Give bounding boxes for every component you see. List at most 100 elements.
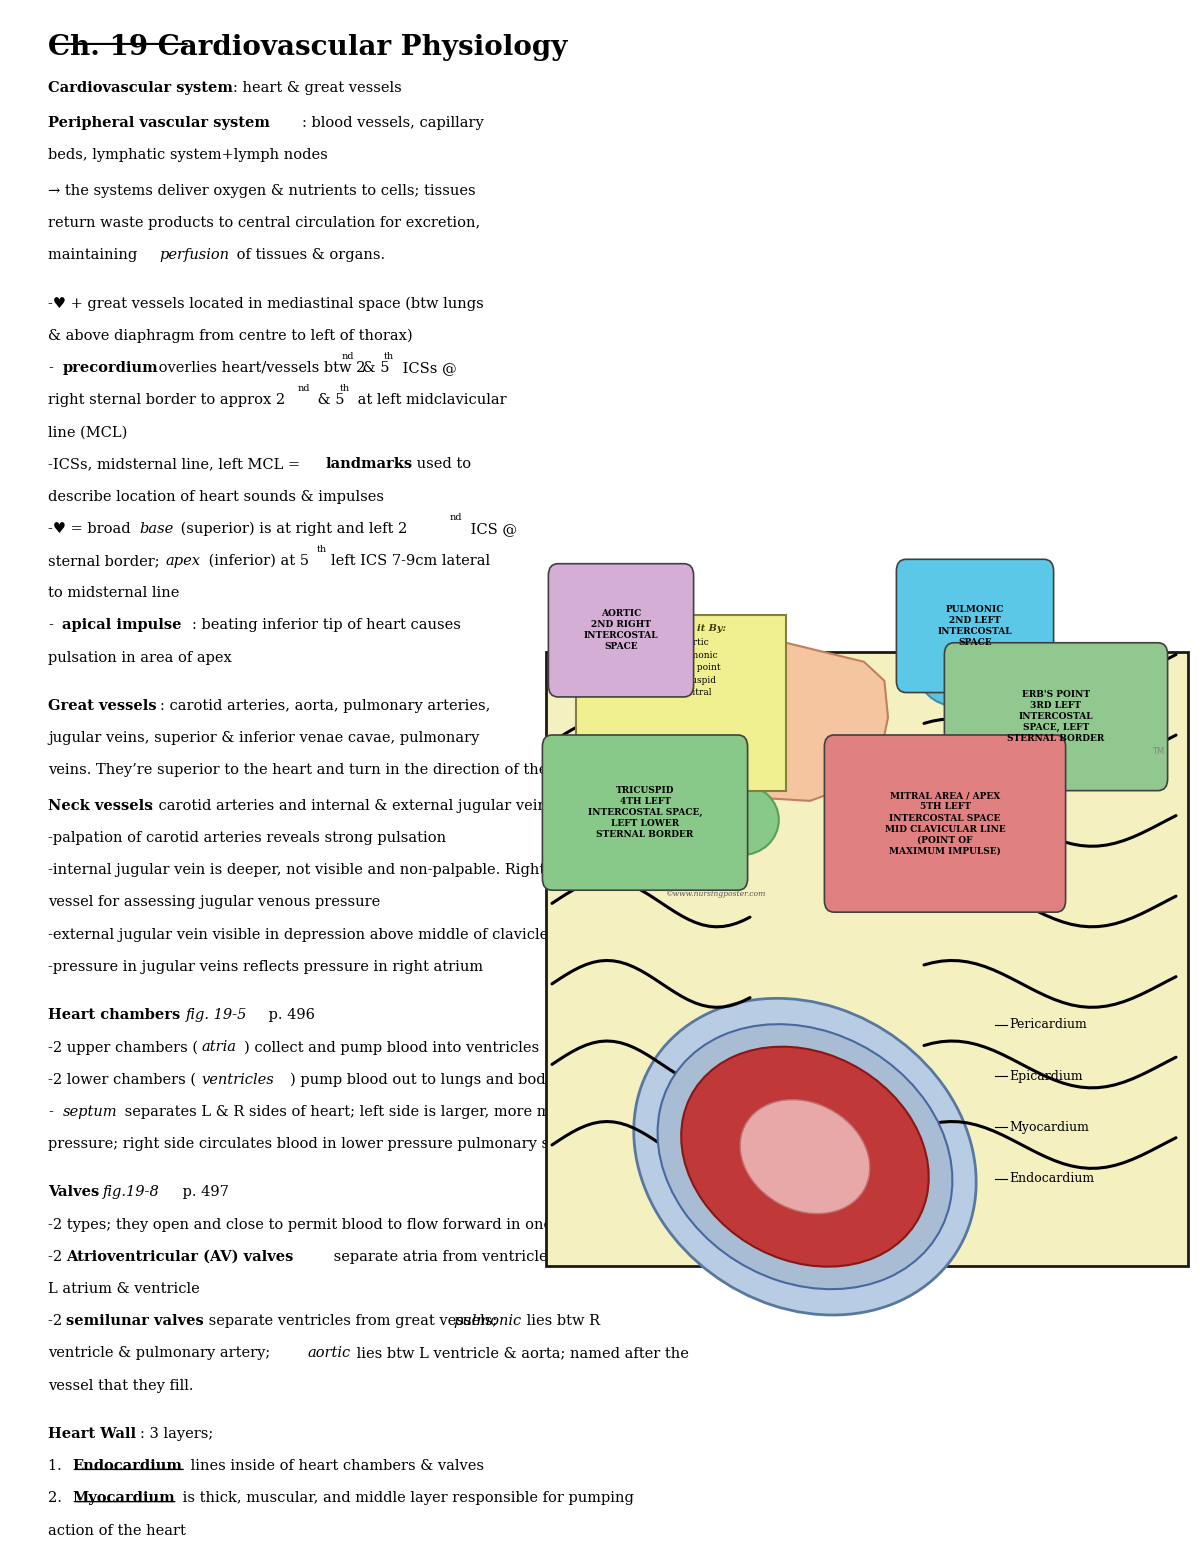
Text: (superior) is at right and left 2: (superior) is at right and left 2	[176, 522, 408, 536]
Text: beds, lymphatic system+lymph nodes: beds, lymphatic system+lymph nodes	[48, 148, 328, 162]
Text: at left midclavicular: at left midclavicular	[353, 393, 506, 407]
Text: lines inside of heart chambers & valves: lines inside of heart chambers & valves	[186, 1460, 484, 1474]
Text: Remember it By:: Remember it By:	[635, 624, 726, 632]
Ellipse shape	[740, 1100, 870, 1213]
Text: : beating inferior tip of heart causes: : beating inferior tip of heart causes	[192, 618, 461, 632]
Text: jugular veins, superior & inferior venae cavae, pulmonary: jugular veins, superior & inferior venae…	[48, 731, 479, 745]
Text: -2 upper chambers (: -2 upper chambers (	[48, 1041, 198, 1054]
Text: apical impulse: apical impulse	[62, 618, 182, 632]
Text: -palpation of carotid arteries reveals strong pulsation: -palpation of carotid arteries reveals s…	[48, 831, 446, 845]
Ellipse shape	[905, 789, 979, 874]
Text: perfusion: perfusion	[160, 248, 229, 262]
Text: vessel for assessing jugular venous pressure: vessel for assessing jugular venous pres…	[48, 896, 380, 910]
Text: -: -	[48, 1104, 53, 1118]
Text: return waste products to central circulation for excretion,: return waste products to central circula…	[48, 216, 480, 230]
Text: to midsternal line: to midsternal line	[48, 585, 179, 601]
Text: separates: separates	[868, 1250, 944, 1264]
Text: Endocardium: Endocardium	[72, 1460, 182, 1474]
Text: nd: nd	[450, 512, 462, 522]
Text: -2 lower chambers (: -2 lower chambers (	[48, 1073, 196, 1087]
Text: → the systems deliver oxygen & nutrients to cells; tissues: → the systems deliver oxygen & nutrients…	[48, 183, 475, 197]
Text: left ICS 7-9cm lateral: left ICS 7-9cm lateral	[331, 554, 491, 568]
Text: TM: TM	[1152, 747, 1164, 756]
Text: precordium: precordium	[62, 360, 158, 374]
Text: Great vessels: Great vessels	[48, 699, 157, 713]
Text: Myocardium: Myocardium	[72, 1491, 175, 1505]
Text: nd: nd	[298, 384, 310, 393]
FancyBboxPatch shape	[542, 735, 748, 890]
Text: 2.: 2.	[48, 1491, 66, 1505]
Text: nd: nd	[342, 353, 354, 360]
Text: base: base	[139, 522, 174, 536]
Text: : blood vessels, capillary: : blood vessels, capillary	[302, 116, 484, 130]
Text: lies btw L ventricle & aorta; named after the: lies btw L ventricle & aorta; named afte…	[352, 1346, 689, 1360]
Text: Cardiovascular system: Cardiovascular system	[48, 81, 233, 95]
Text: ©www.nursingposter.com: ©www.nursingposter.com	[666, 890, 767, 898]
Text: septum: septum	[62, 1104, 118, 1118]
Text: Heart chambers: Heart chambers	[48, 1008, 185, 1022]
Text: semilunar valves: semilunar valves	[66, 1314, 204, 1328]
Text: -: -	[48, 618, 53, 632]
Ellipse shape	[918, 635, 990, 705]
Text: Endocardium: Endocardium	[1009, 1173, 1094, 1185]
Text: used to: used to	[412, 458, 470, 472]
Text: Pericardium: Pericardium	[1009, 1019, 1087, 1031]
Text: pressure; right side circulates blood in lower pressure pulmonary system, so it’: pressure; right side circulates blood in…	[48, 1137, 823, 1151]
Text: is thick, muscular, and middle layer responsible for pumping: is thick, muscular, and middle layer res…	[178, 1491, 634, 1505]
Polygon shape	[738, 641, 888, 801]
Text: separate atria from ventricles;: separate atria from ventricles;	[329, 1250, 564, 1264]
Ellipse shape	[658, 1023, 953, 1289]
Ellipse shape	[702, 643, 781, 713]
Text: describe location of heart sounds & impulses: describe location of heart sounds & impu…	[48, 489, 384, 503]
Text: Ch. 19 Cardiovascular Physiology: Ch. 19 Cardiovascular Physiology	[48, 34, 568, 61]
Text: fig. 19-5: fig. 19-5	[186, 1008, 247, 1022]
Text: sternal border;: sternal border;	[48, 554, 164, 568]
FancyBboxPatch shape	[576, 615, 786, 790]
Text: tricuspid: tricuspid	[558, 1250, 624, 1264]
Text: Peripheral vascular system: Peripheral vascular system	[48, 116, 270, 130]
Text: ICSs @: ICSs @	[398, 360, 457, 374]
Text: -external jugular vein visible in depression above middle of clavicle: -external jugular vein visible in depres…	[48, 927, 548, 941]
Text: p. 497: p. 497	[178, 1185, 228, 1199]
Text: Myocardium: Myocardium	[1009, 1121, 1090, 1134]
Text: right sternal border to approx 2: right sternal border to approx 2	[48, 393, 286, 407]
Text: : heart & great vessels: : heart & great vessels	[233, 81, 402, 95]
Text: ★: ★	[576, 761, 596, 781]
Text: atria: atria	[202, 1041, 236, 1054]
Ellipse shape	[704, 784, 779, 856]
Text: -2: -2	[48, 1250, 67, 1264]
Text: AORTIC
2ND RIGHT
INTERCOSTAL
SPACE: AORTIC 2ND RIGHT INTERCOSTAL SPACE	[583, 609, 659, 651]
Text: of tissues & organs.: of tissues & organs.	[232, 248, 385, 262]
FancyBboxPatch shape	[944, 643, 1168, 790]
Text: th: th	[340, 384, 349, 393]
Text: ) pump blood out to lungs and body: ) pump blood out to lungs and body	[290, 1073, 554, 1087]
Text: : carotid arteries and internal & external jugular veins: : carotid arteries and internal & extern…	[149, 798, 554, 812]
Text: -: -	[48, 360, 53, 374]
Text: -ICSs, midsternal line, left MCL =: -ICSs, midsternal line, left MCL =	[48, 458, 305, 472]
Ellipse shape	[979, 711, 1037, 770]
Text: ) collect and pump blood into ventricles: ) collect and pump blood into ventricles	[244, 1041, 539, 1054]
Text: separates R atrium & ventricle;: separates R atrium & ventricle;	[631, 1250, 875, 1264]
Text: maintaining: maintaining	[48, 248, 142, 262]
Text: Neck vessels: Neck vessels	[48, 798, 152, 812]
Text: separate ventricles from great vessels;: separate ventricles from great vessels;	[204, 1314, 502, 1328]
Text: p. 496: p. 496	[264, 1008, 314, 1022]
Text: ventricles: ventricles	[202, 1073, 275, 1087]
Text: fig.19-8: fig.19-8	[103, 1185, 160, 1199]
Text: -♥ + great vessels located in mediastinal space (btw lungs: -♥ + great vessels located in mediastina…	[48, 297, 484, 311]
Text: Epicardium: Epicardium	[1009, 1070, 1084, 1082]
Text: lies btw R: lies btw R	[522, 1314, 600, 1328]
Text: TRICUSPID
4TH LEFT
INTERCOSTAL SPACE,
LEFT LOWER
STERNAL BORDER: TRICUSPID 4TH LEFT INTERCOSTAL SPACE, LE…	[588, 786, 702, 839]
Text: : 3 layers;: : 3 layers;	[140, 1427, 214, 1441]
Text: ICS @: ICS @	[466, 522, 517, 536]
Text: action of the heart: action of the heart	[48, 1523, 186, 1537]
Text: aortic: aortic	[307, 1346, 350, 1360]
Text: ERB'S POINT
3RD LEFT
INTERCOSTAL
SPACE, LEFT
STERNAL BORDER: ERB'S POINT 3RD LEFT INTERCOSTAL SPACE, …	[1007, 690, 1105, 744]
Text: mitral: mitral	[818, 1250, 863, 1264]
Text: -internal jugular vein is deeper, not visible and non-palpable. Right internal i: -internal jugular vein is deeper, not vi…	[48, 863, 923, 877]
Text: pulsation in area of apex: pulsation in area of apex	[48, 651, 232, 665]
Text: -2: -2	[48, 1314, 67, 1328]
Text: apex: apex	[166, 554, 200, 568]
Text: Valves: Valves	[48, 1185, 104, 1199]
Text: "All    Aortic
Pigs    Pulmonic
Eat     Erb's point
Too    Tricuspid
Much" Mitra: "All Aortic Pigs Pulmonic Eat Erb's poin…	[640, 638, 721, 697]
